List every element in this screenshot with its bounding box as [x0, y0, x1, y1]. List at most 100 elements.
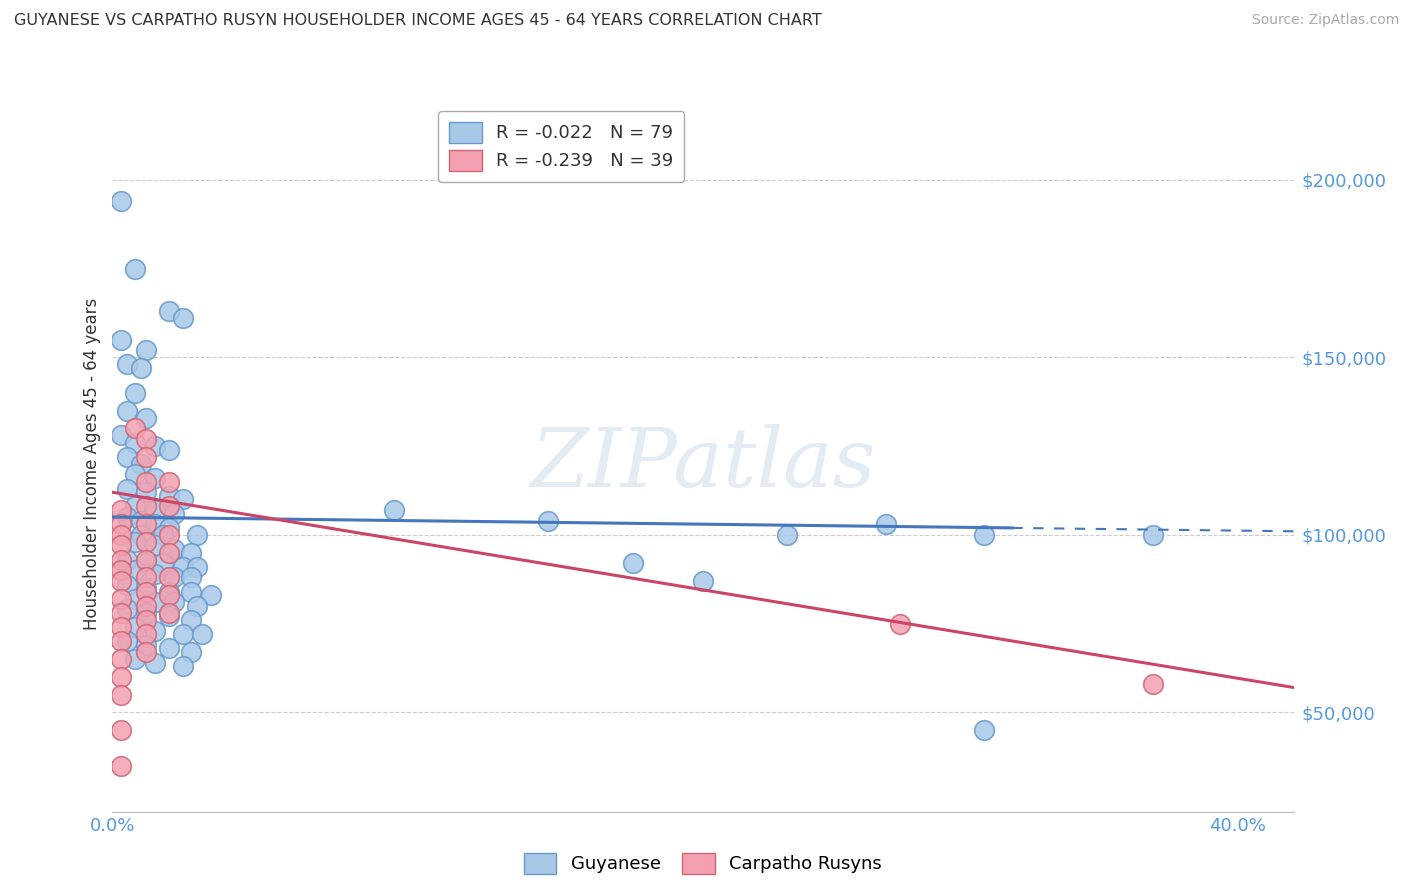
Point	[110, 528, 132, 542]
Point	[124, 591, 146, 606]
Point	[692, 574, 714, 588]
Point	[157, 521, 180, 535]
Point	[124, 563, 146, 577]
Point	[135, 599, 157, 613]
Point	[163, 542, 186, 557]
Point	[110, 539, 132, 553]
Point	[172, 559, 194, 574]
Point	[180, 645, 202, 659]
Point	[124, 620, 146, 634]
Point	[135, 450, 157, 464]
Point	[143, 656, 166, 670]
Point	[135, 606, 157, 620]
Point	[135, 627, 157, 641]
Point	[152, 556, 174, 570]
Point	[135, 485, 157, 500]
Point	[110, 634, 132, 648]
Point	[143, 517, 166, 532]
Point	[110, 652, 132, 666]
Point	[110, 574, 132, 588]
Point	[172, 627, 194, 641]
Point	[157, 475, 180, 489]
Point	[110, 723, 132, 737]
Point	[875, 517, 897, 532]
Point	[110, 758, 132, 772]
Point	[115, 510, 138, 524]
Point	[382, 503, 405, 517]
Point	[157, 545, 180, 559]
Point	[157, 588, 180, 602]
Text: GUYANESE VS CARPATHO RUSYN HOUSEHOLDER INCOME AGES 45 - 64 YEARS CORRELATION CHA: GUYANESE VS CARPATHO RUSYN HOUSEHOLDER I…	[14, 13, 823, 29]
Text: ZIPatlas: ZIPatlas	[530, 424, 876, 504]
Point	[135, 410, 157, 425]
Point	[157, 584, 180, 599]
Point	[124, 535, 146, 549]
Point	[110, 194, 132, 209]
Point	[115, 450, 138, 464]
Point	[200, 588, 222, 602]
Point	[143, 566, 166, 581]
Point	[157, 570, 180, 584]
Point	[157, 489, 180, 503]
Point	[157, 500, 180, 514]
Point	[110, 670, 132, 684]
Point	[129, 361, 152, 376]
Point	[180, 570, 202, 584]
Point	[157, 304, 180, 318]
Point	[124, 500, 146, 514]
Point	[172, 311, 194, 326]
Point	[135, 552, 157, 566]
Point	[115, 358, 138, 372]
Point	[157, 528, 180, 542]
Point	[124, 467, 146, 482]
Point	[110, 517, 132, 532]
Point	[135, 570, 157, 584]
Point	[124, 652, 146, 666]
Point	[110, 552, 132, 566]
Point	[143, 539, 166, 553]
Point	[152, 528, 174, 542]
Point	[143, 503, 166, 517]
Point	[180, 545, 202, 559]
Point	[191, 627, 214, 641]
Point	[135, 517, 157, 532]
Point	[135, 343, 157, 358]
Point	[129, 457, 152, 471]
Legend: Guyanese, Carpatho Rusyns: Guyanese, Carpatho Rusyns	[515, 844, 891, 883]
Point	[1142, 677, 1164, 691]
Point	[143, 624, 166, 638]
Point	[115, 552, 138, 566]
Point	[124, 435, 146, 450]
Point	[135, 500, 157, 514]
Point	[143, 439, 166, 453]
Point	[537, 514, 560, 528]
Point	[124, 421, 146, 435]
Point	[135, 584, 157, 599]
Point	[180, 584, 202, 599]
Point	[163, 570, 186, 584]
Point	[163, 507, 186, 521]
Text: Source: ZipAtlas.com: Source: ZipAtlas.com	[1251, 13, 1399, 28]
Point	[143, 595, 166, 609]
Point	[186, 599, 208, 613]
Point	[110, 503, 132, 517]
Point	[110, 333, 132, 347]
Point	[157, 609, 180, 624]
Point	[124, 385, 146, 400]
Point	[157, 606, 180, 620]
Point	[1142, 528, 1164, 542]
Point	[889, 616, 911, 631]
Point	[135, 613, 157, 627]
Point	[110, 428, 132, 442]
Point	[110, 563, 132, 577]
Point	[110, 620, 132, 634]
Point	[135, 475, 157, 489]
Point	[115, 482, 138, 496]
Point	[157, 641, 180, 656]
Point	[135, 535, 157, 549]
Point	[135, 432, 157, 446]
Point	[135, 556, 157, 570]
Point	[110, 591, 132, 606]
Point	[186, 559, 208, 574]
Point	[135, 645, 157, 659]
